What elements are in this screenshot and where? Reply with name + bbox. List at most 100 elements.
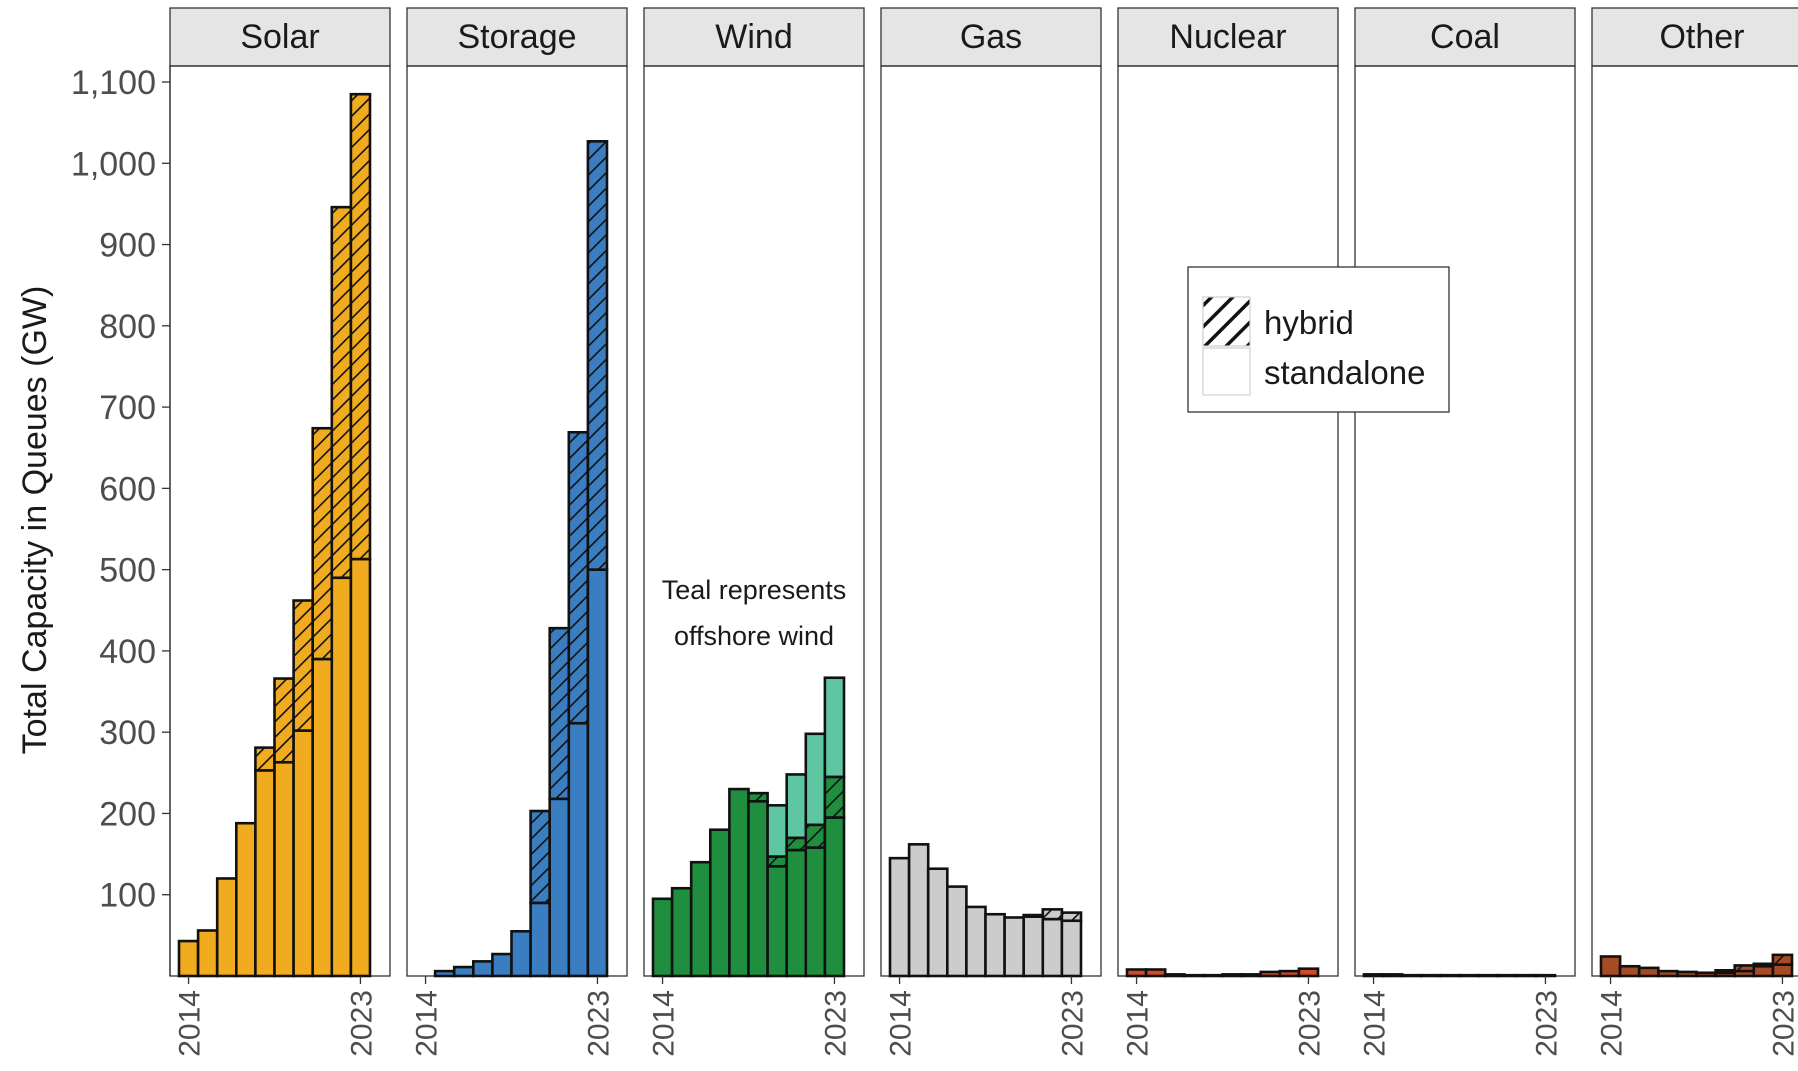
facet-strip [169,7,391,67]
bar-standalone [728,787,750,978]
bar-hybrid [804,823,827,849]
bar-standalone [510,929,532,978]
bar-standalone [1297,967,1320,978]
bar-standalone [215,877,238,978]
bar-standalone [1060,919,1083,978]
bar-standalone [945,885,968,978]
bar-standalone [349,557,372,978]
bar-hybrid [1771,953,1794,966]
bar-standalone [273,760,295,978]
facet-strip-label: Solar [240,18,319,56]
bar-offshore [823,676,846,779]
facet-strip [1354,7,1576,67]
panel-gas: Gas 2014 2023 [880,7,1102,1057]
bar-standalone [471,960,494,978]
bar-offshore [785,773,808,840]
bar-standalone [1496,973,1519,978]
x-tick-label: 2014 [1596,990,1629,1057]
facet-strip-label: Nuclear [1169,18,1286,56]
bar-standalone [1515,973,1538,978]
bar-standalone [586,568,609,978]
legend-label-hybrid: hybrid [1264,304,1354,341]
bar-standalone [1278,969,1301,978]
facet-strip-label: Other [1659,18,1744,56]
bar-standalone [1125,968,1148,978]
annotation-line-1: Teal represents [662,575,847,605]
bar-standalone [235,821,257,978]
bar-standalone [708,828,731,978]
bar-standalone [1022,915,1045,978]
bar-hybrid [273,677,295,764]
legend-key-hybrid [1202,296,1251,347]
x-tick-label: 2023 [1056,990,1089,1057]
panel-solar: Solar 2014 2023 [169,7,391,1057]
x-tick-label: 2014 [885,990,918,1057]
bar-offshore [804,732,827,827]
bar-standalone [311,657,334,978]
facet-strip [1591,7,1798,67]
panel-border [1117,65,1339,977]
facet-strip-label: Gas [960,18,1022,56]
bar-hybrid [330,205,353,580]
bar-standalone [1618,964,1641,978]
bar-standalone [785,848,808,978]
legend: hybrid standalone [1187,266,1450,413]
facet-strip [1117,7,1339,67]
bar-hybrid [1733,964,1756,973]
bar-hybrid [529,809,551,905]
facet-panels: Solar 2014 2023 Storage 2014 2023 Wind 2014 2023… [169,7,1798,1057]
y-tick-label: 1,100 [71,64,156,102]
bar-standalone [1752,964,1775,978]
bar-standalone [1003,916,1025,978]
bar-standalone [1041,917,1064,978]
legend-key-standalone [1202,347,1251,396]
bar-hybrid [311,426,334,661]
y-tick-label: 900 [99,227,156,265]
bar-standalone [766,864,788,978]
bar-standalone [907,843,930,978]
bar-hybrid [1714,969,1736,975]
bar-standalone [548,797,571,978]
bar-standalone [888,856,911,978]
bar-standalone [1183,973,1205,978]
bar-standalone [1221,973,1243,978]
y-tick-label: 600 [99,470,156,508]
y-tick-label: 300 [99,714,156,752]
facet-strip [643,7,865,67]
bar-standalone [1676,970,1698,978]
bar-standalone [1420,973,1442,978]
panel-storage: Storage 2014 2023 [406,7,628,1057]
y-tick-label: 200 [99,795,156,833]
bar-standalone [1458,973,1480,978]
facet-strip [880,7,1102,67]
bar-hybrid [1752,962,1775,968]
bar-standalone [292,729,315,978]
bar-standalone [1657,969,1679,978]
x-tick-label: 2023 [1767,990,1798,1057]
y-tick-label: 400 [99,633,156,671]
annotation-line-2: offshore wind [674,621,834,651]
x-tick-label: 2023 [1530,990,1563,1057]
y-tick-label: 500 [99,552,156,590]
bar-standalone [254,769,276,978]
x-tick-label: 2023 [582,990,615,1057]
bar-standalone [330,576,353,978]
facet-strip [406,7,628,67]
y-axis: 100 200 300 400 500 600 700 800 900 1,000 1,100 [71,64,171,976]
bar-standalone [1439,973,1461,978]
panel-wind: Wind 2014 2023 [643,7,865,1057]
bar-standalone [1202,973,1224,978]
bar-hybrid [1022,913,1045,918]
bar-standalone [196,929,219,978]
y-axis-label: Total Capacity in Queues (GW) [16,286,54,755]
bar-standalone [1259,970,1282,978]
panel-border [1591,65,1798,977]
panel-border [880,65,1102,977]
bar-standalone [567,721,590,978]
bar-standalone [651,897,674,978]
facet-strip-label: Coal [1430,18,1500,56]
y-tick-label: 100 [99,877,156,915]
bar-offshore [766,804,788,858]
bar-standalone [804,846,827,978]
